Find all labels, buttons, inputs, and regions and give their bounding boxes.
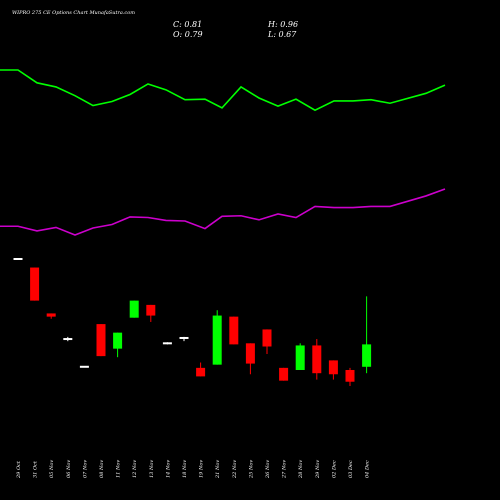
candle-body [262, 329, 272, 347]
x-tick-label: 04 Dec [365, 460, 371, 478]
candle [279, 367, 289, 381]
candle-body [279, 367, 289, 381]
candle-body [146, 304, 156, 316]
candle [328, 360, 338, 380]
candle-body [245, 343, 255, 364]
x-tick-label: 11 Nov [116, 460, 122, 478]
x-tick-label: 21 Nov [215, 460, 221, 479]
close-label: C: 0.81 [173, 20, 202, 29]
low-label: L: 0.67 [267, 30, 297, 39]
x-tick-label: 12 Nov [132, 460, 138, 478]
candle [113, 332, 123, 358]
candle-body [63, 338, 73, 341]
candle-body [13, 258, 23, 260]
x-tick-label: 26 Nov [265, 460, 271, 479]
candle [229, 316, 239, 345]
x-tick-label: 05 Nov [49, 460, 55, 478]
x-axis-labels: 29 Oct 31 Oct 05 Nov 06 Nov 07 Nov 08 Nov 11 N… [16, 460, 371, 479]
candle-body [162, 342, 172, 345]
candle [312, 339, 322, 380]
candle-body [345, 369, 355, 382]
candle-body [196, 367, 206, 377]
x-tick-label: 06 Nov [66, 460, 72, 478]
candle [46, 313, 56, 319]
candle-body [295, 345, 305, 370]
candle [63, 336, 73, 342]
candle [212, 310, 222, 365]
candle-body [30, 267, 40, 301]
upper-indicator-layer [0, 69, 446, 112]
x-tick-label: 07 Nov [82, 460, 88, 478]
x-tick-label: 22 Nov [232, 460, 238, 479]
candle-body [96, 324, 106, 357]
candle-body [328, 360, 338, 375]
x-tick-label: 19 Nov [199, 460, 205, 478]
x-tick-label: 14 Nov [165, 460, 171, 478]
candle [96, 324, 106, 357]
lower-indicator-line [0, 188, 446, 236]
candle [13, 258, 23, 260]
candle-body [113, 332, 123, 349]
chart-title: WIPRO 275 CE Options Chart MunafaSutra.c… [12, 10, 135, 16]
x-tick-label: 31 Oct [33, 460, 39, 478]
candle-body [129, 300, 139, 318]
candle-body [362, 344, 372, 367]
x-tick-label: 27 Nov [282, 460, 288, 479]
x-tick-label: 18 Nov [182, 460, 188, 478]
candle-body [229, 316, 239, 345]
x-tick-label: 08 Nov [99, 460, 105, 478]
candle-body [312, 345, 322, 374]
candle [295, 343, 305, 370]
open-label: O: 0.79 [173, 30, 203, 39]
candle [30, 267, 40, 301]
candle [146, 304, 156, 322]
candle [196, 362, 206, 377]
x-tick-label: 29 Oct [16, 460, 22, 479]
candle-body [179, 336, 189, 339]
candle-body [212, 315, 222, 365]
candle [129, 300, 139, 318]
x-tick-label: 25 Nov [248, 460, 254, 479]
x-tick-label: 28 Nov [298, 460, 304, 479]
x-tick-label: 02 Dec [331, 460, 337, 478]
candle [162, 342, 172, 345]
candle [245, 343, 255, 375]
candle-body [46, 313, 56, 317]
candle [79, 365, 89, 368]
high-label: H: 0.96 [267, 20, 298, 29]
candle [262, 329, 272, 354]
candle-body [79, 365, 89, 368]
upper-indicator-line [0, 69, 446, 112]
candle [362, 296, 372, 374]
candles-layer [13, 258, 372, 386]
candle [345, 367, 355, 386]
x-tick-label: 13 Nov [149, 460, 155, 478]
lower-indicator-layer [0, 188, 446, 236]
x-tick-label: 29 Nov [315, 460, 321, 479]
x-tick-label: 03 Dec [348, 460, 354, 478]
candle [179, 336, 189, 342]
